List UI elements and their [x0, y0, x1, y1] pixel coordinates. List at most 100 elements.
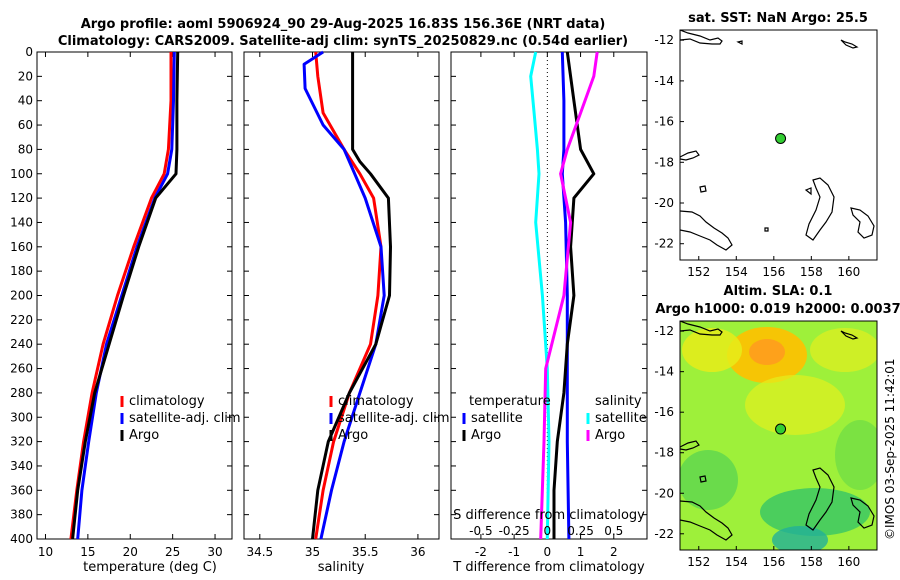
lon-tick-label: 156 — [762, 265, 785, 279]
sla-map-frame — [679, 320, 878, 551]
coast-left-bottom — [680, 500, 733, 541]
y-tick-label: 100 — [10, 167, 33, 181]
islet — [699, 185, 707, 193]
x-tick-label: 25 — [165, 545, 180, 559]
x-tick-label: 20 — [123, 545, 138, 559]
x-tick-label: 10 — [38, 545, 53, 559]
lon-tick-label: 152 — [687, 265, 710, 279]
legend-label-argo: Argo — [338, 428, 368, 443]
lon-tick-label: 160 — [837, 555, 860, 569]
temperature-plot: 10 15 20 25 30020406080100120140160180200220… — [10, 45, 232, 559]
legend-label-satellite: satellite-adj. clim — [129, 411, 241, 426]
y-tick-label: 60 — [18, 118, 33, 132]
top-x-tick-label: -0.25 — [499, 524, 530, 538]
lat-tick-label: -20 — [654, 196, 674, 210]
y-tick-label: 180 — [10, 264, 33, 278]
y-tick-label: 240 — [10, 337, 33, 351]
y-tick-label: 300 — [10, 410, 33, 424]
y-tick-label: 400 — [10, 532, 33, 546]
y-tick-label: 20 — [18, 69, 33, 83]
top-x-tick-label: 0.25 — [567, 524, 594, 538]
title-line-2: Climatology: CARS2009. Satellite-adj cli… — [58, 34, 628, 49]
sla-low-core — [772, 526, 828, 550]
sla-low-patch — [680, 450, 738, 510]
y-tick-label: 80 — [18, 142, 33, 156]
sla-field — [680, 321, 877, 550]
series-line-salinity-argo — [539, 51, 599, 540]
sla-high-core — [749, 339, 785, 365]
legend-label-t-argo: Argo — [471, 428, 501, 443]
reef-chesterfield — [805, 177, 835, 241]
lat-tick-label: -12 — [654, 324, 674, 338]
coast-left-middle — [680, 150, 700, 161]
difference-plot: -2 -1 0 1 2 -0.5 -0.25 0 0.25 0.5 — [451, 51, 647, 559]
series-line-argo — [71, 51, 180, 540]
difference-temperature-legend: temperature satellite Argo — [462, 394, 551, 443]
coast-left-bottom — [680, 210, 733, 251]
lat-tick-label: -14 — [654, 74, 674, 88]
y-tick-label: 220 — [10, 313, 33, 327]
coast-right — [850, 207, 875, 239]
lat-tick-label: -12 — [654, 33, 674, 47]
salinity-xlabel: salinity — [318, 560, 365, 575]
islet — [804, 187, 812, 196]
sst-map-title: sat. SST: NaN Argo: 25.5 — [688, 11, 868, 26]
lon-tick-label: 158 — [800, 555, 823, 569]
sla-low-anomaly — [760, 488, 870, 536]
lat-tick-label: -14 — [654, 365, 674, 379]
y-tick-label: 360 — [10, 483, 33, 497]
difference-salinity-legend: salinity satellite Argo — [586, 394, 647, 443]
sla-warm-patch — [810, 328, 877, 372]
lon-tick-label: 156 — [762, 555, 785, 569]
top-x-tick-label: 0.5 — [604, 524, 623, 538]
legend-label-argo: Argo — [129, 428, 159, 443]
x-tick-label: 15 — [80, 545, 95, 559]
salinity-legend: climatology satellite-adj. clim Argo — [329, 394, 450, 443]
x-tick-label: 36 — [410, 545, 425, 559]
coast-top-left — [680, 30, 723, 45]
lon-tick-label: 154 — [725, 555, 748, 569]
salinity-axes — [243, 51, 440, 540]
y-tick-label: 380 — [10, 508, 33, 522]
series-line-climatology — [69, 52, 173, 540]
lat-tick-label: -18 — [654, 155, 674, 169]
series-line-temperature-argo — [552, 51, 596, 539]
legend-title-salinity: salinity — [595, 394, 642, 409]
coast-top-right — [840, 330, 859, 340]
sst-map-coastlines — [680, 30, 875, 251]
salinity-plot: 34.5 35 35.5 36 — [244, 50, 439, 559]
lat-tick-label: -22 — [654, 527, 674, 541]
y-tick-label: 340 — [10, 459, 33, 473]
series-line-climatology — [314, 51, 383, 540]
coast-top-left — [680, 321, 723, 336]
x-tick-label: 1 — [577, 545, 585, 559]
coast-right — [850, 497, 875, 529]
temperature-legend: climatology satellite-adj. clim Argo — [120, 394, 241, 443]
series-line-temperature-satellite — [560, 51, 571, 540]
y-tick-label: 280 — [10, 386, 33, 400]
series-line-argo — [311, 52, 392, 540]
lat-tick-label: -20 — [654, 486, 674, 500]
x-tick-label: -1 — [508, 545, 520, 559]
x-tick-label: 35.5 — [352, 545, 379, 559]
series-line-satellite-adj-clim — [76, 51, 176, 540]
sla-warm-patch — [682, 328, 742, 372]
islet — [699, 475, 707, 483]
sst-map-frame — [679, 29, 878, 261]
difference-top-xlabel: S difference from climatology — [453, 508, 645, 523]
y-tick-label: 120 — [10, 191, 33, 205]
lat-tick-label: -18 — [654, 446, 674, 460]
series-line-salinity-satellite — [529, 51, 551, 540]
x-tick-label: 2 — [610, 545, 618, 559]
legend-label-t-satellite: satellite — [471, 411, 523, 426]
islet — [764, 227, 769, 232]
legend-label-s-satellite: satellite — [595, 411, 647, 426]
title-line-1: Argo profile: aoml 5906924_90 29-Aug-202… — [81, 17, 606, 32]
temperature-axes — [36, 51, 233, 540]
sla-warm-patch — [745, 375, 845, 435]
y-tick-label: 200 — [10, 289, 33, 303]
top-x-tick-label: 0 — [544, 524, 552, 538]
legend-label-climatology: climatology — [129, 394, 205, 409]
sst-map-ticks: 152 154 156 158 160 -12 -14 -16 -18 -20 -22 — [654, 33, 860, 279]
